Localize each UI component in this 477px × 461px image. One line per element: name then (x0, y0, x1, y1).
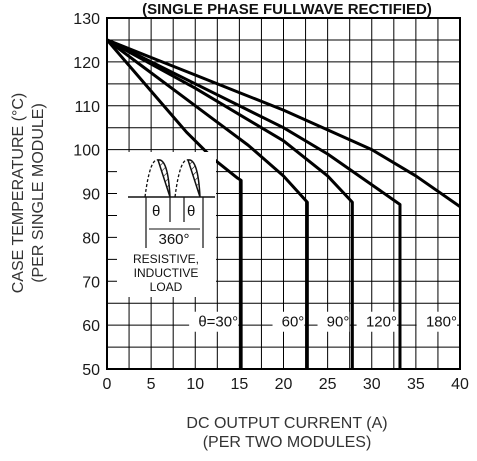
series-label-1: 60° (282, 314, 305, 331)
series-label-bg (317, 311, 350, 332)
half-wave-2-dashed (174, 159, 189, 198)
series-line-0 (105, 38, 243, 369)
y-tick-label: 110 (74, 99, 100, 116)
x-tick-label: 15 (230, 376, 248, 393)
half-wave-2-conduction (187, 159, 201, 198)
x-axis-label-line-1: DC OUTPUT CURRENT (A) (186, 415, 387, 432)
series-line-4 (106, 38, 461, 208)
series-layer (105, 38, 461, 369)
x-tick-label: 25 (319, 376, 337, 393)
series-label-bg (416, 311, 457, 332)
x-tick-label: 5 (147, 376, 156, 393)
y-axis-label-line-2: (PER SINGLE MODULE) (30, 103, 47, 283)
series-label-bg (189, 311, 239, 332)
y-tick-label: 130 (73, 11, 100, 28)
period-label: 360° (158, 231, 189, 248)
x-tick-label: 0 (103, 376, 112, 393)
waveform-inset: θ θ 360° RESISTIVE, INDUCTIVE LOAD (117, 152, 216, 297)
series-line-3 (106, 38, 402, 369)
y-axis-label-line-1: CASE TEMPERATURE (°C) (10, 93, 27, 294)
theta-label-1: θ (152, 203, 160, 220)
series-line-1 (106, 38, 309, 369)
y-tick-label: 120 (73, 55, 100, 72)
x-tick-label: 35 (407, 376, 425, 393)
theta-label-2: θ (187, 203, 195, 220)
load-label-line-2: INDUCTIVE (134, 266, 199, 280)
y-tick-label: 80 (82, 230, 100, 247)
series-label-0: θ=30° (198, 314, 238, 331)
x-tick-label: 10 (186, 376, 204, 393)
plot-frame (106, 17, 461, 370)
load-label-line-3: LOAD (150, 280, 183, 294)
y-tick-label: 70 (82, 274, 100, 291)
series-line-2 (106, 38, 354, 369)
chart-title: (SINGLE PHASE FULLWAVE RECTIFIED) (142, 1, 432, 18)
series-label-4: 180° (426, 314, 457, 331)
series-label-bg (356, 311, 397, 332)
x-tick-label: 30 (363, 376, 381, 393)
x-tick-label: 40 (451, 376, 469, 393)
tick-labels: 0 5 10 15 20 25 30 35 40 50 60 70 80 90 100 110 120 130 (73, 11, 469, 393)
load-label-line-1: RESISTIVE, (133, 252, 199, 266)
y-tick-label: 50 (82, 362, 100, 379)
series-label-bg (272, 311, 305, 332)
half-wave-1-conduction (157, 159, 171, 198)
series-label-3: 120° (366, 314, 397, 331)
x-tick-label: 20 (275, 376, 293, 393)
series-labels: θ=30° 60° 90° 120° 180° (189, 311, 457, 332)
y-tick-label: 60 (82, 318, 100, 335)
x-axis-label-line-2: (PER TWO MODULES) (203, 434, 372, 451)
series-label-2: 90° (327, 314, 350, 331)
y-tick-label: 100 (73, 143, 100, 160)
half-wave-1-dashed (144, 159, 159, 198)
y-tick-label: 90 (82, 187, 100, 204)
